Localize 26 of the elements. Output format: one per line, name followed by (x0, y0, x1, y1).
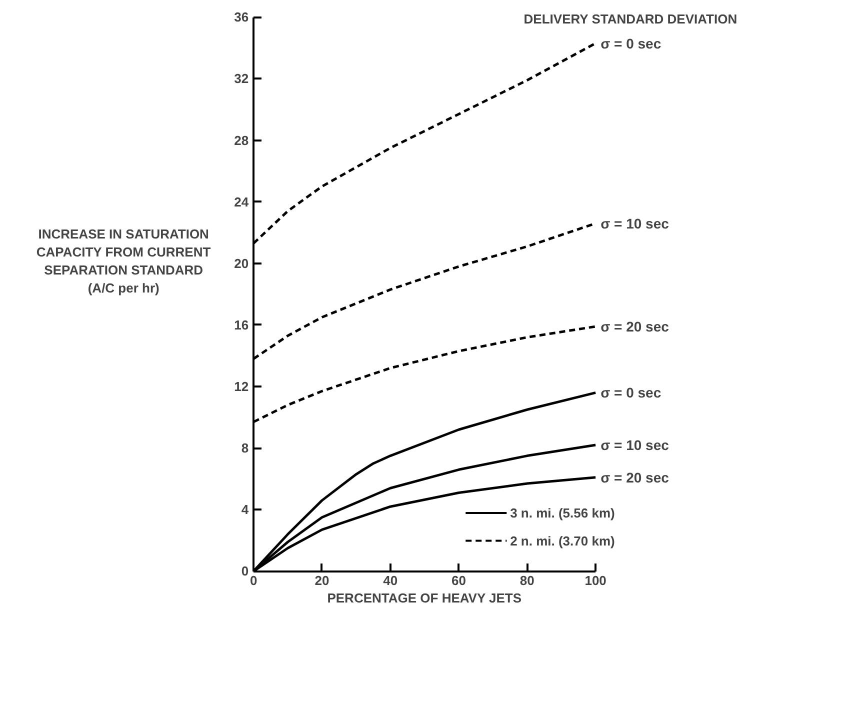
y-tick-label: 12 (234, 379, 249, 394)
x-axis-title: PERCENTAGE OF HEAVY JETS (327, 590, 522, 606)
y-tick-label: 20 (234, 256, 249, 271)
series-label: σ = 20 sec (600, 469, 670, 486)
x-tick-label: 80 (520, 573, 534, 588)
series-label: σ = 0 sec (600, 35, 662, 52)
x-tick-label: 100 (584, 573, 606, 588)
annotation: 2 n. mi. (3.70 km) (510, 533, 615, 548)
y-tick-label: 16 (234, 317, 249, 332)
y-axis-title: INCREASE IN SATURATION CAPACITY FROM CURRENT SEPARATION STANDARD (A/C per hr) (36, 226, 211, 296)
series-label: σ = 20 sec (600, 318, 670, 335)
series-label: σ = 10 sec (600, 215, 670, 232)
y-tick-label: 4 (241, 502, 250, 518)
y-tick-label: 36 (234, 10, 249, 25)
y-tick-label: 28 (234, 132, 249, 148)
y-tick-label: 8 (241, 440, 249, 456)
y-tick-label: 0 (241, 564, 249, 579)
series-label: σ = 10 sec (600, 437, 670, 454)
y-tick-label: 32 (234, 71, 249, 86)
legend-title: DELIVERY STANDARD DEVIATION (524, 12, 738, 27)
series-label: σ = 0 sec (600, 384, 662, 401)
y-tick-label: 24 (234, 194, 250, 210)
annotation: 3 n. mi. (5.56 km) (510, 506, 615, 521)
x-tick-label: 40 (383, 573, 398, 588)
x-tick-label: 20 (314, 573, 330, 588)
x-tick-label: 60 (452, 573, 466, 588)
